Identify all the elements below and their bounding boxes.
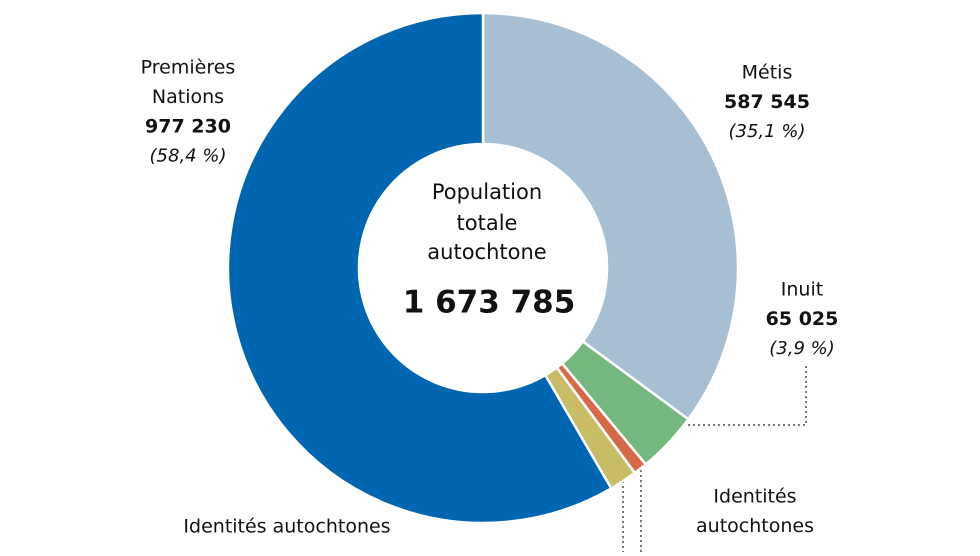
share-label: (3,9 %): [769, 338, 835, 359]
slice-label: Métis: [742, 62, 793, 84]
donut-slice: [226, 11, 613, 525]
value-label: 65 025: [766, 308, 839, 330]
center-title: Population: [432, 180, 542, 204]
value-label: 977 230: [145, 116, 231, 138]
slice-label: Identités autochtones: [183, 516, 390, 538]
center-title: autochtone: [427, 240, 546, 264]
slice-label: Nations: [152, 86, 224, 108]
slice-label: autochtones: [696, 515, 814, 537]
slice-label: Inuit: [781, 279, 823, 301]
slice-label: Identités: [713, 486, 796, 508]
leader-line: [668, 366, 807, 426]
share-label: (58,4 %): [150, 146, 227, 167]
donut-slice: [481, 11, 740, 421]
value-label: 587 545: [724, 91, 810, 113]
share-label: (35,1 %): [729, 121, 806, 142]
slice-label: Premières: [141, 57, 236, 79]
center-total: 1 673 785: [403, 285, 576, 321]
center-title: totale: [457, 211, 518, 235]
